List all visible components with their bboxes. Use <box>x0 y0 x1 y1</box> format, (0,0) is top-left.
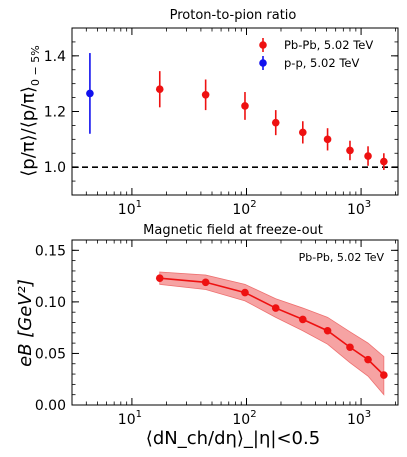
pbpb-data-point <box>271 118 280 127</box>
ratio-x-tick-label: 101 <box>118 199 142 218</box>
legend-pp-marker <box>259 59 267 67</box>
uncertainty-band <box>159 271 385 396</box>
magnetic-field-x-tick-label: 103 <box>347 409 371 428</box>
pbpb-data-point <box>201 91 210 99</box>
pbpb-data-point <box>346 146 354 155</box>
magnetic-field-data-point <box>298 315 307 324</box>
ratio-y-axis-label-subscript: 0 − 5% <box>29 45 42 86</box>
ratio-panel-title: Proton-to-pion ratio <box>170 8 297 23</box>
pbpb-data-point <box>241 102 249 110</box>
pbpb-data-point <box>380 157 388 166</box>
magnetic-field-data-point <box>241 288 249 297</box>
ratio-panel: Proton-to-pion ratio 101 102 1031.01.21.4 … <box>18 8 399 218</box>
multiplicity-x-axis-label: ⟨dN_ch/dη⟩_|η|<0.5 <box>146 428 320 449</box>
ratio-y-tick-label: 1.2 <box>44 105 66 121</box>
ratio-y-tick-label: 1.4 <box>44 49 66 65</box>
ratio-x-tick-label: 102 <box>232 199 256 218</box>
magnetic-field-annotation: Pb-Pb, 5.02 TeV <box>299 251 385 264</box>
magnetic-field-y-axis-label: eB [GeV²] <box>15 279 36 367</box>
magnetic-field-data-point <box>271 304 280 312</box>
legend-pp-label: p-p, 5.02 TeV <box>284 56 359 70</box>
magnetic-field-y-tick-label: 0.10 <box>35 295 66 311</box>
magnetic-field-panel: Magnetic field at freeze-out 101 102 103 0.… <box>15 223 399 449</box>
magnetic-field-y-tick-label: 0.15 <box>35 243 66 259</box>
magnetic-field-panel-title: Magnetic field at freeze-out <box>143 223 323 238</box>
magnetic-field-y-tick-label: 0.00 <box>35 398 66 414</box>
magnetic-field-data-point <box>323 326 332 335</box>
pbpb-data-point <box>155 85 164 94</box>
magnetic-field-y-tick-label: 0.05 <box>35 346 66 362</box>
pbpb-data-point <box>298 128 307 137</box>
ratio-plot-frame <box>71 27 399 196</box>
magnetic-field-plot-frame <box>71 239 399 406</box>
magnetic-field-x-tick-label: 101 <box>118 409 142 428</box>
ratio-y-tick-label: 1.0 <box>44 160 66 176</box>
magnetic-field-x-tick-label: 102 <box>232 409 256 428</box>
ratio-y-axis-label: ⟨p/π⟩/⟨p/π⟩0 − 5% <box>18 45 42 176</box>
pp-data-point <box>86 89 94 98</box>
pbpb-data-point <box>364 152 372 160</box>
magnetic-field-data-point <box>155 274 164 282</box>
ratio-legend: Pb-Pb, 5.02 TeV p-p, 5.02 TeV <box>259 38 373 70</box>
pbpb-data-point <box>323 135 332 144</box>
magnetic-field-data-point <box>380 371 388 379</box>
ratio-x-tick-label: 103 <box>347 199 371 218</box>
magnetic-field-data-point <box>346 343 354 352</box>
legend-pbpb-label: Pb-Pb, 5.02 TeV <box>284 38 373 52</box>
magnetic-field-data-point <box>364 355 372 364</box>
magnetic-field-data-point <box>201 278 210 287</box>
legend-pbpb-marker <box>259 41 267 49</box>
